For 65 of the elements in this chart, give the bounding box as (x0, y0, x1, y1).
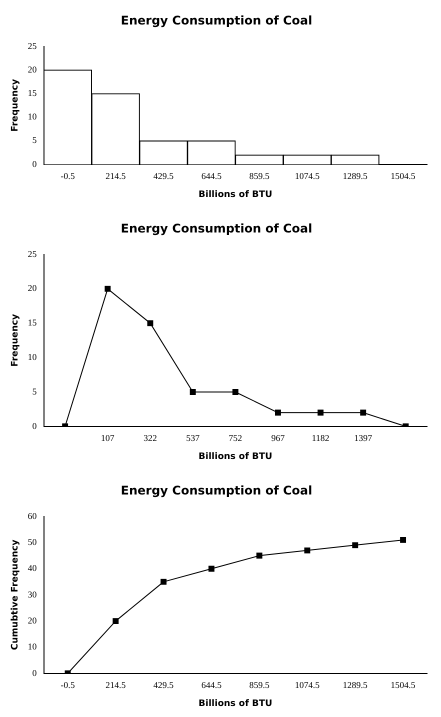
point (400, 536, 406, 543)
y-tick-label: 15 (28, 88, 38, 98)
x-tick-label: 644.5 (201, 171, 222, 182)
y-tick-label: 10 (28, 352, 38, 362)
y-axis-title: Frequency (10, 78, 21, 132)
x-axis-title: Billions of BTU (198, 190, 272, 200)
x-tick-label: -0.5 (60, 171, 76, 182)
x-tick-label: 859.5 (249, 171, 270, 182)
x-tick-label: 214.5 (106, 171, 126, 182)
x-tick-label: 1182 (312, 433, 330, 444)
y-tick-label: 0 (32, 420, 38, 431)
y-tick-label: 20 (28, 615, 38, 626)
x-tick-label: 1397 (354, 433, 373, 444)
point (208, 566, 214, 572)
y-axis-title: Frequency (10, 314, 21, 367)
y-tick-label: 15 (28, 318, 38, 328)
point (318, 410, 324, 416)
x-tick-label: 322 (143, 433, 157, 444)
y-axis-title: Cumubtive Frequency (10, 540, 21, 650)
y-tick-label: 20 (28, 283, 38, 294)
x-tick-label: 1504.5 (390, 680, 416, 690)
x-tick-label: 537 (186, 433, 200, 444)
chart-title: Energy Consumption of Coal (120, 483, 312, 498)
x-tick-label: 1074.5 (294, 680, 320, 690)
y-tick-label: 25 (28, 40, 38, 51)
point (190, 389, 196, 395)
y-tick-label: 30 (28, 589, 38, 600)
x-tick-label: 967 (271, 433, 286, 444)
point (304, 547, 310, 554)
y-tick-label: 10 (28, 112, 38, 122)
chart-title: Energy Consumption of Coal (120, 221, 312, 236)
point (360, 410, 366, 416)
y-tick-label: 0 (32, 668, 38, 678)
y-tick-label: 5 (32, 135, 38, 146)
point (256, 552, 262, 559)
x-tick-label: -0.5 (60, 680, 76, 690)
x-tick-label: 752 (228, 433, 242, 444)
x-axis-title: Billions of BTU (198, 452, 272, 462)
y-tick-label: 50 (28, 536, 38, 547)
point (112, 618, 119, 624)
y-tick-label: 5 (32, 386, 38, 396)
x-axis-title: Billions of BTU (198, 698, 272, 709)
x-tick-label: 1289.5 (342, 171, 368, 182)
point (275, 410, 281, 416)
y-tick-label: 40 (28, 563, 38, 574)
x-tick-label: 429.5 (153, 680, 174, 690)
x-tick-label: 859.5 (249, 680, 270, 690)
x-tick-label: 1504.5 (390, 171, 416, 182)
x-tick-label: 429.5 (153, 171, 174, 182)
x-tick-label: 214.5 (106, 680, 126, 690)
y-tick-label: 20 (28, 64, 38, 74)
x-tick-label: 1074.5 (294, 171, 320, 182)
y-tick-label: 0 (32, 158, 38, 169)
point (104, 286, 111, 292)
x-tick-label: 644.5 (201, 680, 222, 690)
y-tick-label: 60 (28, 510, 38, 521)
chart-title: Energy Consumption of Coal (120, 13, 312, 28)
point (160, 578, 167, 585)
point (232, 389, 238, 395)
x-tick-label: 1289.5 (342, 680, 368, 690)
point (147, 320, 154, 326)
point (352, 542, 358, 548)
y-tick-label: 10 (28, 642, 38, 652)
x-tick-label: 107 (100, 433, 115, 444)
y-tick-label: 25 (28, 248, 38, 259)
